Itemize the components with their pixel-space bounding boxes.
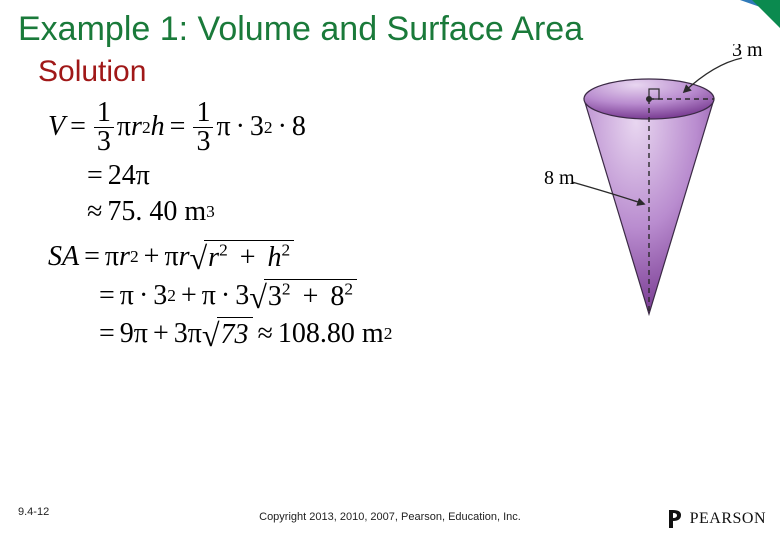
var-V: V (48, 111, 65, 143)
pi: π (105, 241, 119, 273)
sa-approx: 108.80 m (278, 318, 384, 350)
pi: π (120, 280, 134, 312)
plus: + (139, 241, 165, 273)
vol-24pi: 24π (108, 160, 150, 192)
pi: π (202, 280, 216, 312)
cdot: · (134, 280, 153, 312)
plus: + (148, 318, 174, 350)
r-val: 3 (250, 111, 264, 143)
r: r (119, 241, 130, 273)
plus: + (176, 280, 202, 312)
var-SA: SA (48, 241, 79, 273)
radius-label: 3 m (732, 44, 763, 61)
equals: = (165, 111, 191, 143)
equals: = (65, 111, 91, 143)
equals: = (94, 318, 120, 350)
h: h (151, 111, 165, 143)
pearson-logo-mark (667, 508, 685, 530)
pi: π (117, 111, 131, 143)
sqrt-nums: √ 32 + 82 (249, 279, 357, 313)
equals: = (79, 241, 105, 273)
cdot: · (231, 111, 250, 143)
h-val: 8 (292, 111, 306, 143)
pearson-logo-text: PEARSON (690, 510, 766, 528)
sa-9pi: 9π (120, 318, 148, 350)
pearson-logo: PEARSON (667, 508, 766, 530)
r: r (131, 111, 142, 143)
equals: = (82, 160, 108, 192)
footer: Copyright 2013, 2010, 2007, Pearson, Edu… (0, 506, 780, 540)
pi: π (216, 111, 230, 143)
cdot: · (273, 111, 292, 143)
height-label: 8 m (544, 167, 575, 189)
sqrt-73: √ 73 (202, 317, 253, 351)
approx: ≈ (253, 318, 278, 350)
sa-3pi: 3π (174, 318, 202, 350)
vol-approx: 75. 40 m (107, 196, 206, 228)
frac-1-3b: 1 3 (193, 99, 213, 156)
frac-1-3: 1 3 (94, 99, 114, 156)
pi: π (164, 241, 178, 273)
copyright-text: Copyright 2013, 2010, 2007, Pearson, Edu… (0, 511, 780, 535)
approx: ≈ (82, 196, 107, 228)
cdot: · (216, 280, 235, 312)
sqrt-r2h2: √ r2 + h2 (189, 240, 294, 274)
equals: = (94, 280, 120, 312)
r: r (179, 241, 190, 273)
corner-accent-green (752, 0, 780, 28)
cone-figure: 3 m 8 m (544, 44, 764, 334)
